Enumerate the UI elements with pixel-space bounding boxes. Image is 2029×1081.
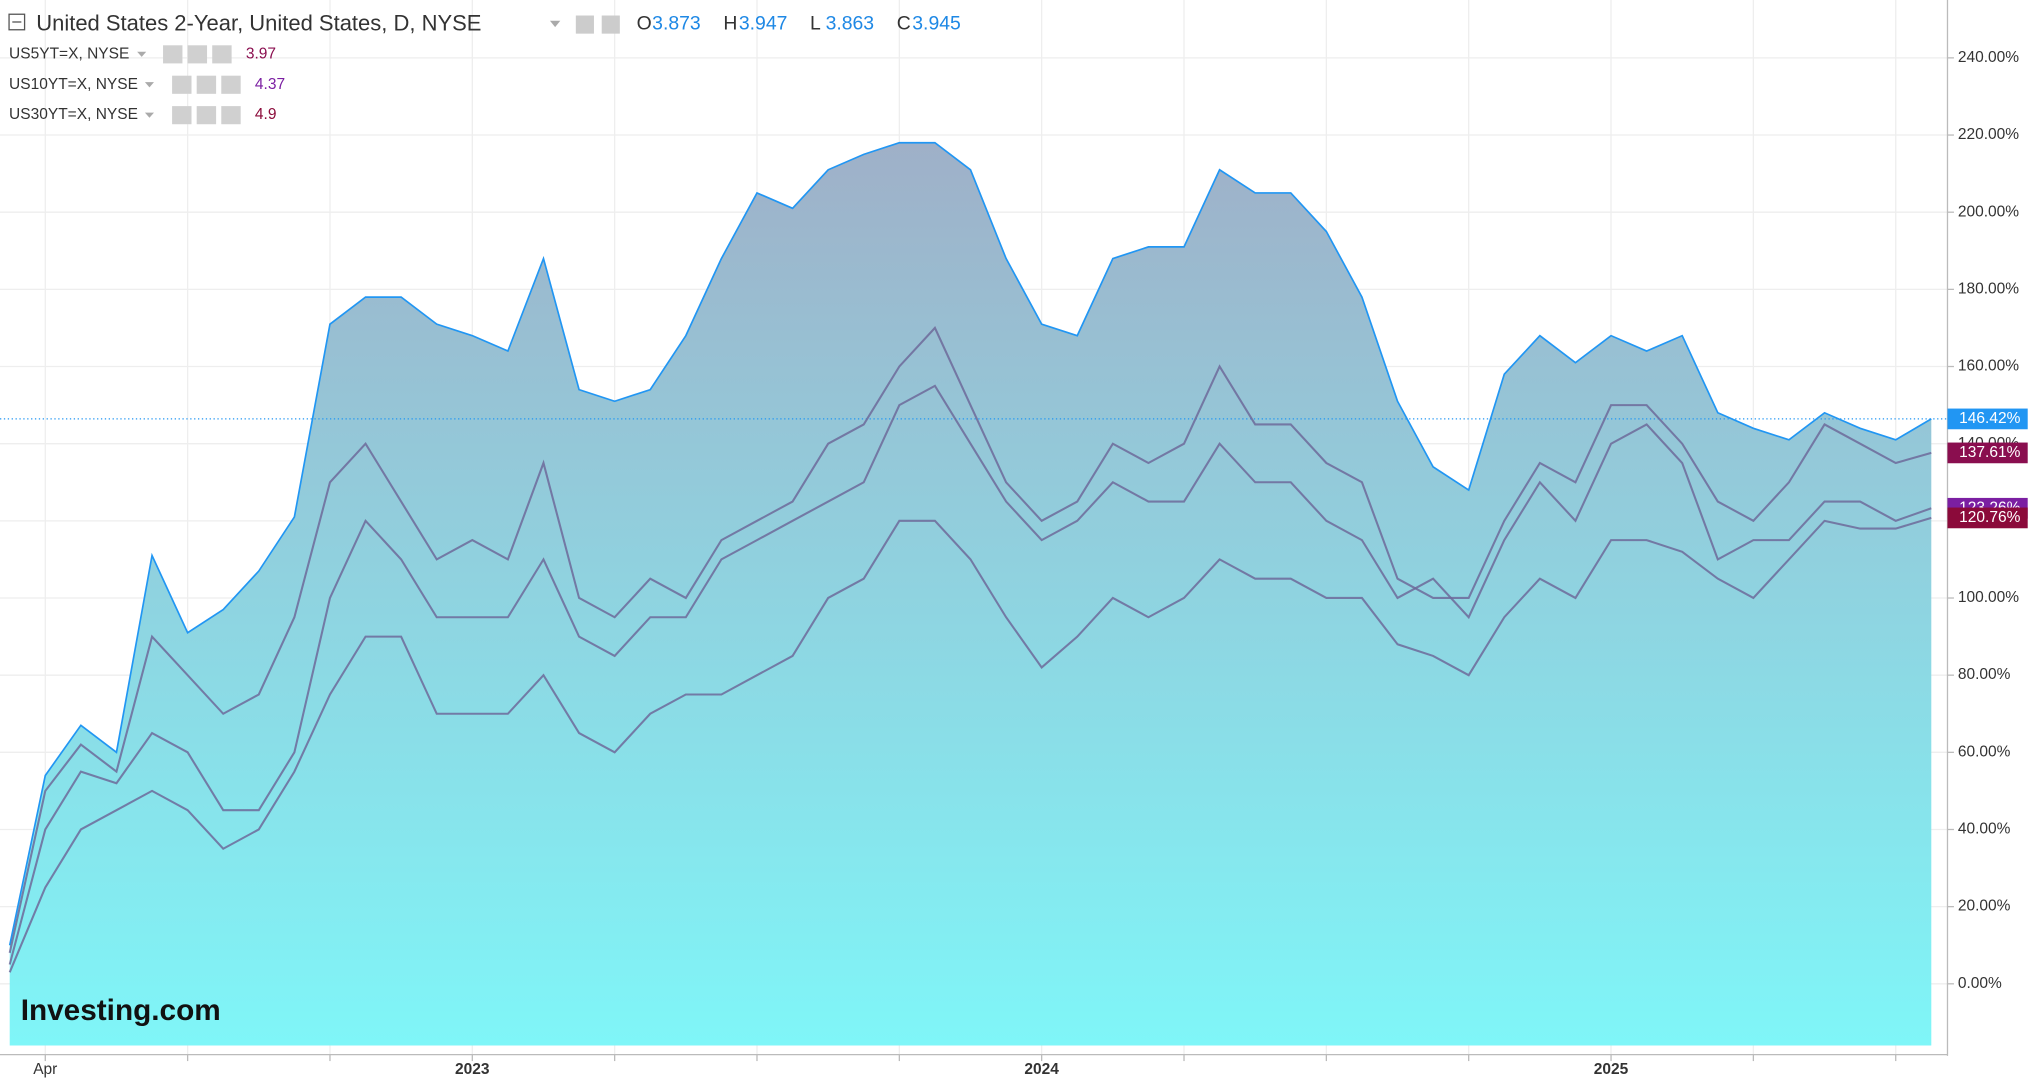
legend-icon[interactable] [221, 106, 241, 125]
y-tick-label: 60.00% [1958, 743, 2011, 760]
settings-icon[interactable] [575, 15, 594, 34]
end-label-box [1947, 507, 2028, 529]
ohlc-letter: L [810, 13, 821, 35]
series-line [8, 141, 1932, 946]
ohlc-value: 3.945 [912, 13, 961, 35]
y-tick-label: 200.00% [1958, 203, 2019, 220]
legend-name: US10YT=X, NYSE [9, 76, 138, 93]
x-tick-label: Apr [33, 1061, 57, 1078]
legend-icon[interactable] [212, 45, 232, 64]
x-tick-label: 2024 [1024, 1061, 1059, 1078]
collapse-icon[interactable] [8, 13, 26, 31]
series-line [8, 384, 1932, 965]
x-tick-label: 2025 [1594, 1061, 1629, 1078]
y-tick-label: 180.00% [1958, 280, 2019, 297]
legend-name: US5YT=X, NYSE [9, 45, 129, 62]
ohlc-value: 3.947 [739, 13, 788, 35]
legend-icon[interactable] [187, 45, 208, 64]
ohlc-value: 3.863 [826, 13, 875, 35]
series-line [8, 326, 1932, 954]
legend-value: 4.37 [255, 76, 285, 93]
legend-icon[interactable] [196, 106, 217, 125]
y-tick-label: 0.00% [1958, 975, 2002, 992]
end-label: 120.76% [1959, 509, 2020, 526]
legend-icon[interactable] [172, 75, 192, 94]
legend-value: 3.97 [246, 45, 276, 62]
y-tick-label: 80.00% [1958, 666, 2011, 683]
ohlc-letter: C [897, 13, 911, 35]
y-tick-label: 160.00% [1958, 358, 2019, 375]
area-fill [9, 142, 1932, 1046]
legend-value: 4.9 [255, 106, 277, 123]
end-label-box [1947, 442, 2028, 464]
y-tick-label: 100.00% [1958, 589, 2019, 606]
legend-icon[interactable] [163, 45, 183, 64]
dropdown-arrow[interactable] [144, 82, 154, 88]
dropdown-arrow[interactable] [549, 20, 561, 28]
ohlc-letter: H [723, 13, 737, 35]
legend-icon[interactable] [221, 75, 241, 94]
series-line [8, 516, 1932, 973]
chart-title: United States 2-Year, United States, D, … [36, 10, 481, 35]
x-tick-label: 2023 [455, 1061, 490, 1078]
end-label: 146.42% [1959, 410, 2020, 427]
y-tick-label: 40.00% [1958, 821, 2011, 838]
y-tick-label: 240.00% [1958, 49, 2019, 66]
dropdown-arrow[interactable] [137, 51, 147, 57]
end-label-box [1947, 408, 2028, 430]
legend-name: US30YT=X, NYSE [9, 106, 138, 123]
end-label: 137.61% [1959, 444, 2020, 461]
legend-icon[interactable] [172, 106, 192, 125]
legend-icon[interactable] [196, 75, 217, 94]
ohlc-value: 3.873 [652, 13, 701, 35]
dropdown-arrow[interactable] [144, 112, 154, 118]
ohlc-letter: O [637, 13, 652, 35]
y-tick-label: 220.00% [1958, 126, 2019, 143]
y-tick-label: 20.00% [1958, 898, 2011, 915]
watermark: Investing.com [21, 994, 221, 1027]
settings-icon[interactable] [601, 15, 620, 34]
